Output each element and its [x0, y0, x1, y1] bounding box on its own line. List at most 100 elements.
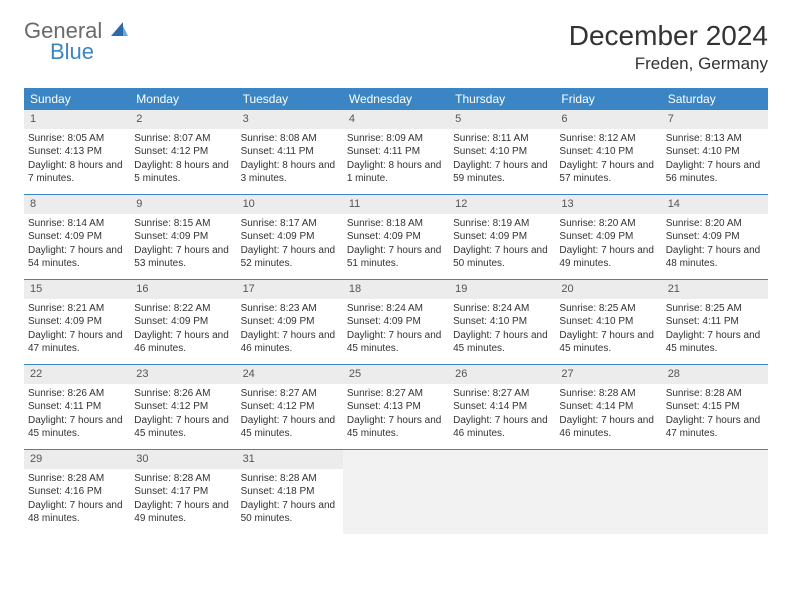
location-label: Freden, Germany — [569, 54, 768, 74]
day-body: Sunrise: 8:28 AMSunset: 4:17 PMDaylight:… — [130, 469, 236, 530]
sunrise-text: Sunrise: 8:27 AM — [453, 387, 551, 401]
calendar-day: 18Sunrise: 8:24 AMSunset: 4:09 PMDayligh… — [343, 280, 449, 364]
day-number: 7 — [662, 110, 768, 129]
sunset-text: Sunset: 4:09 PM — [241, 230, 339, 244]
sunset-text: Sunset: 4:10 PM — [559, 145, 657, 159]
calendar-day-empty — [662, 450, 768, 534]
sunset-text: Sunset: 4:10 PM — [666, 145, 764, 159]
sunset-text: Sunset: 4:09 PM — [28, 315, 126, 329]
sunrise-text: Sunrise: 8:24 AM — [453, 302, 551, 316]
daylight-text: Daylight: 7 hours and 50 minutes. — [241, 499, 339, 526]
daylight-text: Daylight: 7 hours and 52 minutes. — [241, 244, 339, 271]
day-body: Sunrise: 8:27 AMSunset: 4:14 PMDaylight:… — [449, 384, 555, 445]
calendar-day: 26Sunrise: 8:27 AMSunset: 4:14 PMDayligh… — [449, 365, 555, 449]
day-number: 5 — [449, 110, 555, 129]
day-body: Sunrise: 8:28 AMSunset: 4:15 PMDaylight:… — [662, 384, 768, 445]
logo-sail-icon — [109, 20, 129, 43]
day-number: 15 — [24, 280, 130, 299]
weekday-monday: Monday — [130, 88, 236, 110]
daylight-text: Daylight: 7 hours and 53 minutes. — [134, 244, 232, 271]
daylight-text: Daylight: 7 hours and 45 minutes. — [666, 329, 764, 356]
sunset-text: Sunset: 4:17 PM — [134, 485, 232, 499]
day-number: 10 — [237, 195, 343, 214]
day-body: Sunrise: 8:26 AMSunset: 4:11 PMDaylight:… — [24, 384, 130, 445]
sunset-text: Sunset: 4:09 PM — [453, 230, 551, 244]
calendar-day: 28Sunrise: 8:28 AMSunset: 4:15 PMDayligh… — [662, 365, 768, 449]
sunrise-text: Sunrise: 8:21 AM — [28, 302, 126, 316]
calendar-day: 29Sunrise: 8:28 AMSunset: 4:16 PMDayligh… — [24, 450, 130, 534]
day-body: Sunrise: 8:25 AMSunset: 4:11 PMDaylight:… — [662, 299, 768, 360]
calendar-week: 8Sunrise: 8:14 AMSunset: 4:09 PMDaylight… — [24, 195, 768, 280]
day-number: 29 — [24, 450, 130, 469]
sunset-text: Sunset: 4:09 PM — [28, 230, 126, 244]
sunset-text: Sunset: 4:10 PM — [559, 315, 657, 329]
daylight-text: Daylight: 7 hours and 47 minutes. — [666, 414, 764, 441]
daylight-text: Daylight: 8 hours and 7 minutes. — [28, 159, 126, 186]
sunset-text: Sunset: 4:09 PM — [559, 230, 657, 244]
day-body: Sunrise: 8:24 AMSunset: 4:09 PMDaylight:… — [343, 299, 449, 360]
weekday-saturday: Saturday — [662, 88, 768, 110]
calendar-week: 29Sunrise: 8:28 AMSunset: 4:16 PMDayligh… — [24, 450, 768, 534]
sunrise-text: Sunrise: 8:20 AM — [559, 217, 657, 231]
calendar-day-empty — [343, 450, 449, 534]
daylight-text: Daylight: 7 hours and 45 minutes. — [347, 329, 445, 356]
calendar-day: 23Sunrise: 8:26 AMSunset: 4:12 PMDayligh… — [130, 365, 236, 449]
day-body: Sunrise: 8:17 AMSunset: 4:09 PMDaylight:… — [237, 214, 343, 275]
day-number: 18 — [343, 280, 449, 299]
sunrise-text: Sunrise: 8:19 AM — [453, 217, 551, 231]
daylight-text: Daylight: 7 hours and 48 minutes. — [666, 244, 764, 271]
sunset-text: Sunset: 4:11 PM — [666, 315, 764, 329]
daylight-text: Daylight: 7 hours and 45 minutes. — [347, 414, 445, 441]
day-number: 21 — [662, 280, 768, 299]
daylight-text: Daylight: 7 hours and 46 minutes. — [134, 329, 232, 356]
calendar-week: 1Sunrise: 8:05 AMSunset: 4:13 PMDaylight… — [24, 110, 768, 195]
calendar-day: 10Sunrise: 8:17 AMSunset: 4:09 PMDayligh… — [237, 195, 343, 279]
sunset-text: Sunset: 4:09 PM — [347, 230, 445, 244]
day-body: Sunrise: 8:09 AMSunset: 4:11 PMDaylight:… — [343, 129, 449, 190]
sunrise-text: Sunrise: 8:28 AM — [241, 472, 339, 486]
day-number: 22 — [24, 365, 130, 384]
sunrise-text: Sunrise: 8:28 AM — [559, 387, 657, 401]
sunset-text: Sunset: 4:13 PM — [28, 145, 126, 159]
sunrise-text: Sunrise: 8:20 AM — [666, 217, 764, 231]
daylight-text: Daylight: 7 hours and 47 minutes. — [28, 329, 126, 356]
calendar-day: 25Sunrise: 8:27 AMSunset: 4:13 PMDayligh… — [343, 365, 449, 449]
sunrise-text: Sunrise: 8:28 AM — [28, 472, 126, 486]
title-block: December 2024 Freden, Germany — [569, 20, 768, 74]
sunrise-text: Sunrise: 8:13 AM — [666, 132, 764, 146]
day-number: 27 — [555, 365, 661, 384]
sunrise-text: Sunrise: 8:28 AM — [134, 472, 232, 486]
day-number: 23 — [130, 365, 236, 384]
sunset-text: Sunset: 4:11 PM — [241, 145, 339, 159]
day-number: 4 — [343, 110, 449, 129]
day-body: Sunrise: 8:14 AMSunset: 4:09 PMDaylight:… — [24, 214, 130, 275]
sunset-text: Sunset: 4:10 PM — [453, 315, 551, 329]
sunrise-text: Sunrise: 8:25 AM — [559, 302, 657, 316]
calendar-day: 9Sunrise: 8:15 AMSunset: 4:09 PMDaylight… — [130, 195, 236, 279]
daylight-text: Daylight: 7 hours and 45 minutes. — [241, 414, 339, 441]
day-body: Sunrise: 8:24 AMSunset: 4:10 PMDaylight:… — [449, 299, 555, 360]
sunset-text: Sunset: 4:15 PM — [666, 400, 764, 414]
calendar-day: 12Sunrise: 8:19 AMSunset: 4:09 PMDayligh… — [449, 195, 555, 279]
sunset-text: Sunset: 4:18 PM — [241, 485, 339, 499]
day-number: 17 — [237, 280, 343, 299]
weekday-thursday: Thursday — [449, 88, 555, 110]
sunset-text: Sunset: 4:12 PM — [241, 400, 339, 414]
sunrise-text: Sunrise: 8:26 AM — [28, 387, 126, 401]
day-number: 11 — [343, 195, 449, 214]
day-number: 16 — [130, 280, 236, 299]
calendar-week: 15Sunrise: 8:21 AMSunset: 4:09 PMDayligh… — [24, 280, 768, 365]
day-number: 3 — [237, 110, 343, 129]
daylight-text: Daylight: 8 hours and 5 minutes. — [134, 159, 232, 186]
sunset-text: Sunset: 4:14 PM — [453, 400, 551, 414]
day-body: Sunrise: 8:27 AMSunset: 4:13 PMDaylight:… — [343, 384, 449, 445]
day-number: 28 — [662, 365, 768, 384]
calendar-day: 24Sunrise: 8:27 AMSunset: 4:12 PMDayligh… — [237, 365, 343, 449]
day-number: 6 — [555, 110, 661, 129]
daylight-text: Daylight: 7 hours and 45 minutes. — [134, 414, 232, 441]
sunrise-text: Sunrise: 8:17 AM — [241, 217, 339, 231]
day-number: 13 — [555, 195, 661, 214]
weeks-container: 1Sunrise: 8:05 AMSunset: 4:13 PMDaylight… — [24, 110, 768, 534]
calendar-day: 31Sunrise: 8:28 AMSunset: 4:18 PMDayligh… — [237, 450, 343, 534]
daylight-text: Daylight: 7 hours and 49 minutes. — [134, 499, 232, 526]
